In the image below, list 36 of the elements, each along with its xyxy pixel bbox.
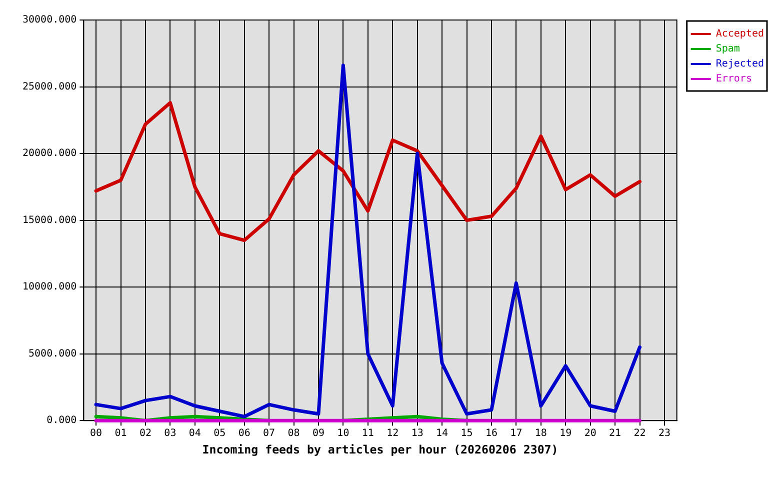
- legend-label: Spam: [716, 44, 740, 55]
- x-tick-label: 05: [214, 428, 226, 440]
- x-tick-label: 21: [609, 428, 622, 440]
- x-tick-label: 03: [164, 428, 176, 440]
- y-tick-label: 20000.000: [22, 148, 77, 160]
- y-tick-label: 30000.000: [22, 14, 77, 26]
- legend-label: Accepted: [716, 28, 764, 40]
- x-tick-label: 14: [436, 428, 448, 440]
- x-tick-label: 04: [188, 428, 201, 440]
- x-tick-label: 23: [658, 428, 670, 440]
- y-tick-label: 25000.000: [22, 81, 77, 92]
- x-tick-label: 09: [312, 428, 324, 440]
- x-tick-label: 13: [411, 428, 424, 440]
- x-tick-label: 12: [386, 428, 399, 440]
- x-tick-label: 17: [510, 428, 522, 440]
- x-tick-label: 02: [139, 428, 152, 440]
- y-tick-label: 5000.000: [28, 348, 77, 360]
- y-tick-label: 10000.000: [22, 282, 77, 293]
- x-tick-label: 07: [263, 428, 276, 440]
- x-tick-label: 11: [362, 428, 374, 440]
- x-tick-label: 00: [90, 428, 102, 440]
- x-tick-label: 06: [238, 428, 250, 440]
- legend-label: Errors: [716, 74, 752, 85]
- x-axis-title: Incoming feeds by articles per hour (20260206 2307): [202, 442, 558, 457]
- y-tick-label: 15000.000: [22, 214, 77, 226]
- x-tick-label: 20: [584, 428, 596, 440]
- x-tick-label: 01: [114, 428, 127, 440]
- x-tick-label: 08: [288, 428, 300, 440]
- x-tick-label: 19: [560, 428, 572, 440]
- y-tick-label: 0.000: [46, 415, 77, 426]
- x-tick-label: 16: [485, 428, 498, 440]
- x-tick-label: 15: [460, 428, 473, 440]
- legend-label: Rejected: [716, 58, 764, 70]
- x-tick-label: 22: [634, 428, 646, 440]
- x-tick-label: 18: [534, 428, 547, 440]
- x-tick-label: 10: [337, 428, 350, 440]
